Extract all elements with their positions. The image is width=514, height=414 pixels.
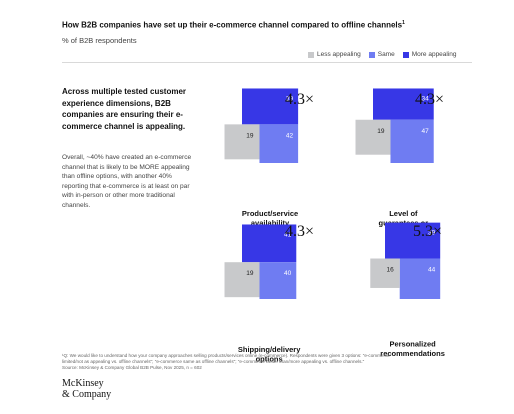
value-label-less-appealing: 19 (246, 132, 254, 139)
chart-subtitle: % of B2B respondents (62, 36, 137, 45)
category-label: Personalized (389, 339, 436, 348)
value-label-less-appealing: 19 (246, 270, 254, 277)
bar-less-appealing (224, 262, 260, 298)
bar-same (390, 119, 434, 163)
bar-more-appealing (373, 88, 434, 120)
legend-item-less-appealing: Less appealing (308, 51, 361, 58)
footnote: ¹Q: We would like to understand how your… (62, 353, 482, 371)
legend-label: Less appealing (317, 51, 361, 58)
value-label-same: 47 (421, 128, 429, 135)
value-label-more-appealing: 39 (286, 95, 294, 102)
bar-same (399, 258, 441, 299)
legend-divider (62, 62, 472, 63)
bar-less-appealing (370, 258, 400, 288)
value-label-less-appealing: 19 (377, 128, 385, 135)
multiplier-label: 4.3× (415, 91, 444, 108)
bar-less-appealing (224, 124, 260, 160)
mckinsey-logo: McKinsey & Company (62, 378, 111, 400)
category-label: Shipping/delivery (238, 345, 301, 354)
value-label-same: 44 (428, 267, 436, 274)
bar-more-appealing (385, 222, 441, 259)
bar-more-appealing (242, 224, 297, 263)
bar-same (259, 124, 299, 163)
bar-more-appealing (242, 88, 299, 125)
footnote-line: ¹Q: We would like to understand how your… (62, 353, 390, 358)
source-line: Source: McKinsey & Company Global B2B Pu… (62, 365, 202, 370)
logo-line: & Company (62, 389, 112, 400)
value-label-same: 42 (286, 132, 294, 139)
legend: Less appealing Same More appealing (308, 51, 457, 58)
legend-label: More appealing (411, 51, 457, 58)
bar-less-appealing (355, 119, 391, 155)
multiplier-label: 5.3× (413, 223, 442, 240)
multiplier-label: 4.3× (285, 223, 314, 240)
value-label-more-appealing: 39 (428, 230, 436, 237)
legend-item-more-appealing: More appealing (402, 51, 457, 58)
key-insight: Across multiple tested customer experien… (62, 87, 187, 131)
chart-title: How B2B companies have set up their e-co… (62, 20, 405, 30)
bar-same (259, 262, 297, 299)
category-label: options (256, 354, 283, 363)
legend-item-same: Same (368, 51, 395, 58)
category-label: recommendations (380, 349, 445, 358)
category-label: Level of (389, 209, 418, 218)
value-label-more-appealing: 34 (421, 95, 429, 102)
legend-label: Same (377, 51, 395, 58)
multiplier-label: 4.3× (285, 91, 314, 108)
logo-line: McKinsey (62, 378, 104, 389)
body-text: Overall, ~40% have created an e-commerce… (62, 154, 192, 209)
legend-swatch (402, 51, 409, 58)
legend-swatch (368, 51, 375, 58)
category-label: Product/service (242, 209, 298, 218)
footnote-line: limited/not as appealing vs. offline cha… (62, 359, 365, 364)
category-label: availability (251, 218, 290, 227)
value-label-more-appealing: 41 (284, 231, 292, 238)
value-label-same: 40 (284, 270, 292, 277)
legend-swatch (308, 51, 314, 58)
value-label-less-appealing: 16 (386, 267, 394, 274)
